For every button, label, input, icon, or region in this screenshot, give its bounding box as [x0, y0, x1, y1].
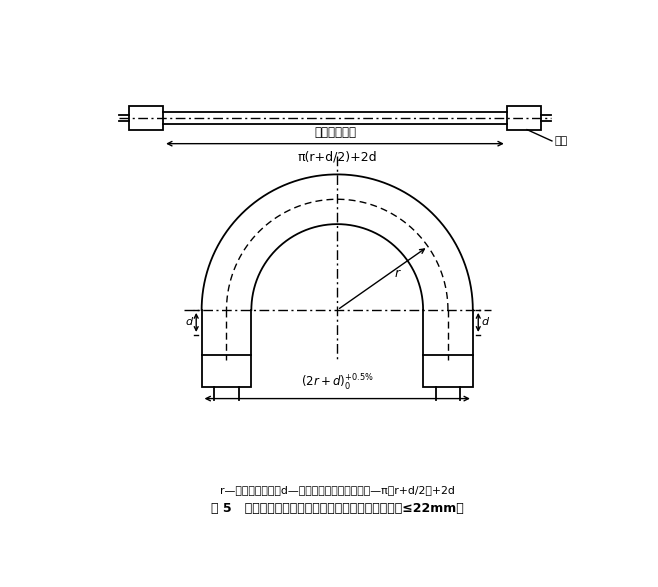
Text: 软管暴露长度: 软管暴露长度 — [314, 126, 356, 139]
Bar — [507, 106, 541, 130]
Bar — [201, 355, 251, 387]
Bar — [423, 355, 473, 387]
Text: r: r — [394, 266, 399, 279]
Text: d: d — [186, 318, 193, 328]
Text: d: d — [482, 318, 489, 328]
Text: 接头: 接头 — [554, 136, 567, 146]
Bar — [130, 106, 163, 130]
Text: 图 5   耐脉冲疲劳性试验软管及附件安装图（公称内径≤22mm）: 图 5 耐脉冲疲劳性试验软管及附件安装图（公称内径≤22mm） — [211, 502, 464, 515]
Text: π(r+d/2)+2d: π(r+d/2)+2d — [297, 150, 377, 163]
Text: r—最小弯曲半径；d—软管外径；软管暴露长度—π（r+d/2）+2d: r—最小弯曲半径；d—软管外径；软管暴露长度—π（r+d/2）+2d — [220, 485, 455, 495]
Text: $(2r+d)_0^{+0.5\%}$: $(2r+d)_0^{+0.5\%}$ — [301, 373, 374, 393]
